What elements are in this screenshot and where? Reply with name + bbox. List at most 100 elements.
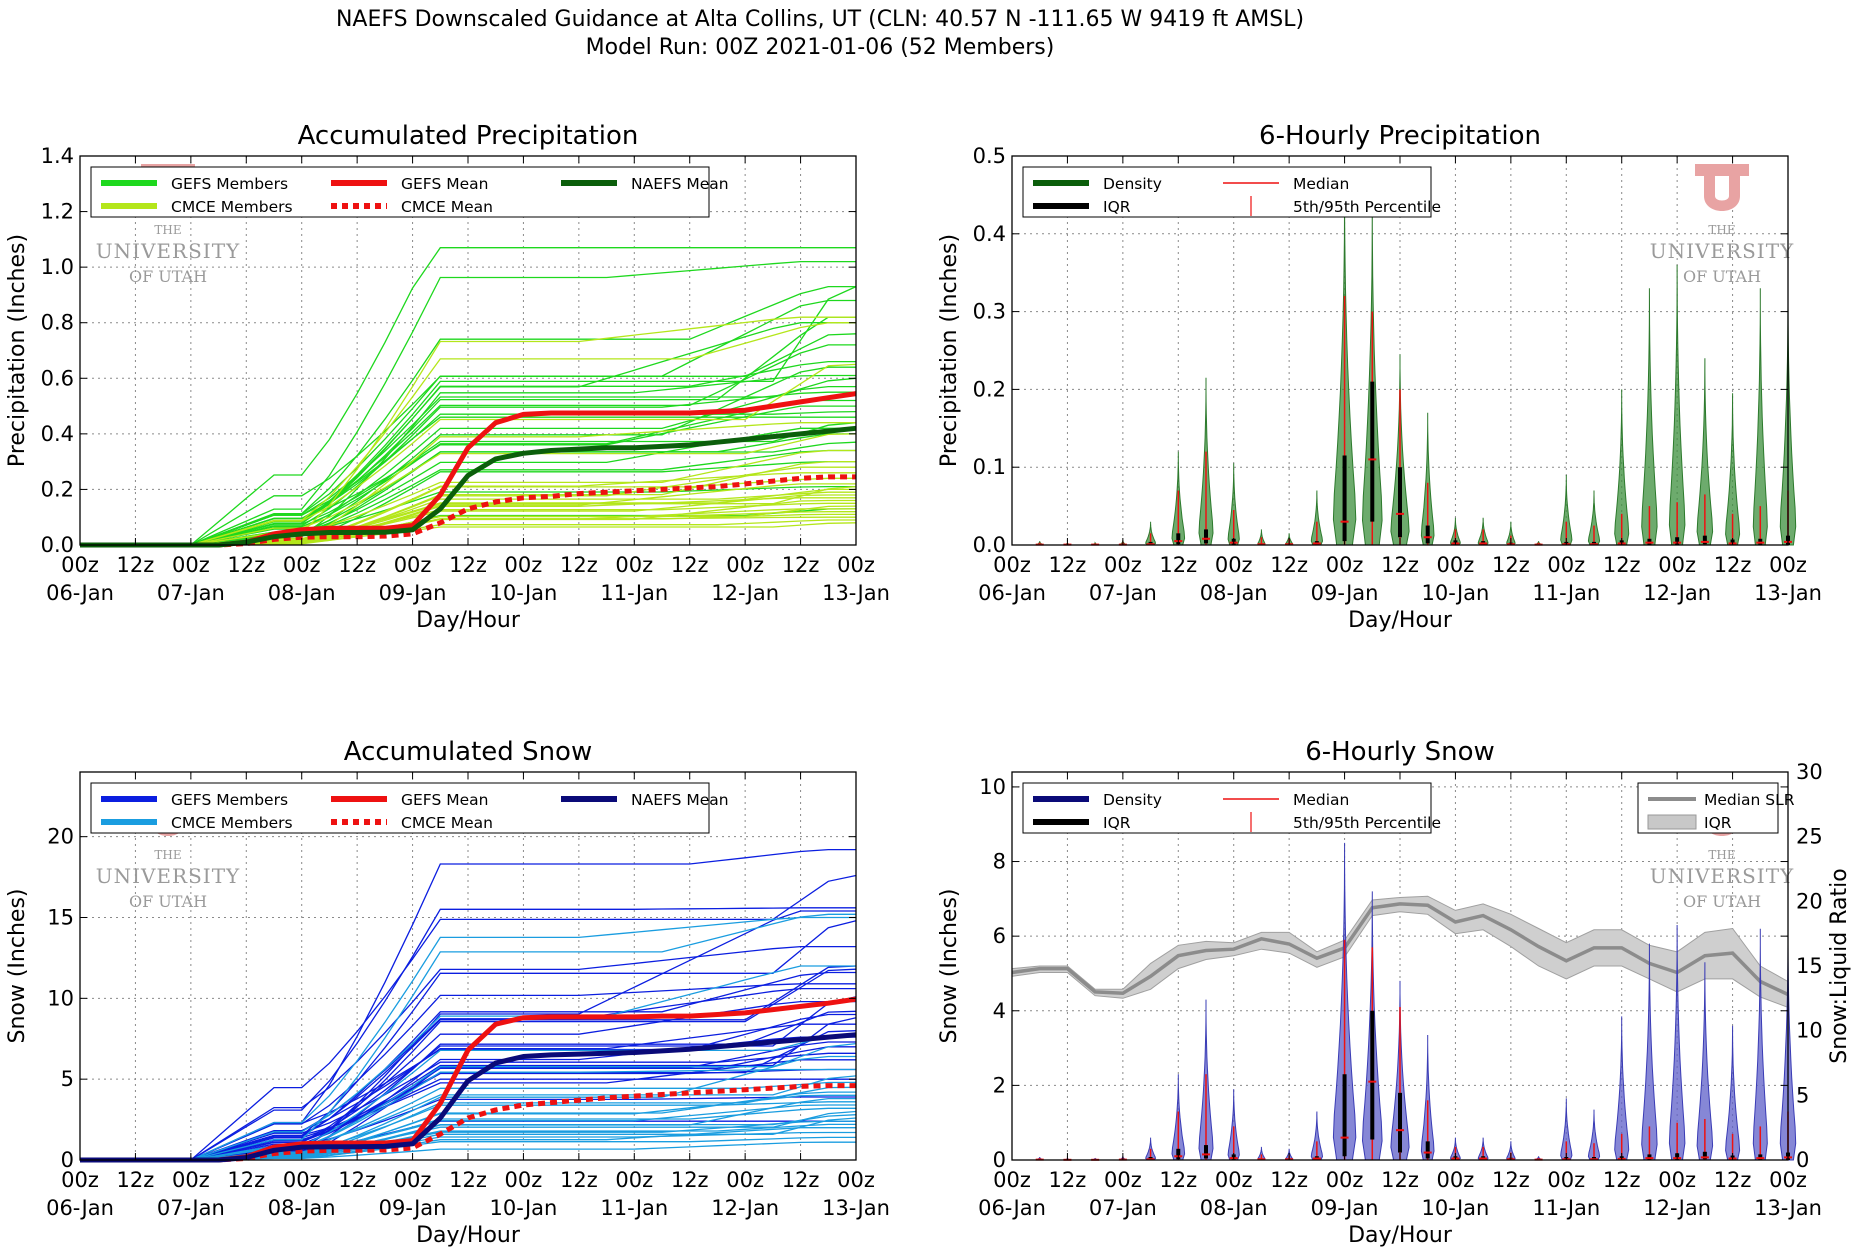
x-tick-label-hour: 00z bbox=[61, 553, 99, 577]
x-tick-label-hour: 12z bbox=[560, 1168, 598, 1192]
x-tick-label-hour: 12z bbox=[782, 1168, 820, 1192]
x-tick-label-hour: 00z bbox=[1215, 1168, 1253, 1192]
violin-density bbox=[1587, 1109, 1601, 1161]
violin-density bbox=[1614, 1016, 1630, 1161]
y-tick-label: 0 bbox=[993, 1148, 1006, 1172]
violin bbox=[1587, 1109, 1601, 1161]
legend-label: GEFS Members bbox=[171, 175, 288, 193]
x-tick-label-day: 11-Jan bbox=[600, 1196, 668, 1220]
violin bbox=[1752, 288, 1768, 546]
violin bbox=[1641, 943, 1658, 1161]
y-tick-label: 0.0 bbox=[41, 533, 74, 557]
x-tick-label-hour: 00z bbox=[283, 553, 321, 577]
violin bbox=[1614, 389, 1630, 546]
y-tick-label: 0 bbox=[61, 1148, 74, 1172]
x-tick-label-day: 06-Jan bbox=[46, 581, 114, 605]
panel-title: 6-Hourly Snow bbox=[1305, 737, 1495, 767]
x-tick-label-hour: 12z bbox=[1381, 1168, 1419, 1192]
legend-entry: GEFS Members bbox=[101, 175, 288, 193]
legend-entry: GEFS Mean bbox=[331, 175, 488, 193]
legend-label: 5th/95th Percentile bbox=[1293, 814, 1441, 832]
y-tick-label: 15 bbox=[47, 906, 74, 930]
x-tick-label-day: 10-Jan bbox=[490, 1196, 558, 1220]
violin bbox=[1145, 1137, 1157, 1161]
violin bbox=[1560, 1098, 1573, 1161]
violin bbox=[1257, 1146, 1266, 1161]
y-tick-label: 1.2 bbox=[41, 200, 74, 224]
violin bbox=[1614, 1016, 1630, 1161]
violin-density bbox=[1257, 529, 1266, 546]
y-tick-label: 0.5 bbox=[973, 144, 1006, 168]
cmce-member-line bbox=[80, 916, 856, 1161]
gefs-member-line bbox=[80, 416, 856, 546]
legend-entry: Density bbox=[1033, 175, 1162, 193]
violin bbox=[1310, 490, 1324, 546]
violin-density bbox=[1310, 490, 1324, 546]
suptitle-line1: NAEFS Downscaled Guidance at Alta Collin… bbox=[336, 7, 1304, 32]
panel-title: 6-Hourly Precipitation bbox=[1259, 121, 1541, 151]
violin bbox=[1257, 529, 1266, 546]
logo-text-utah: OF UTAH bbox=[1683, 267, 1761, 286]
gefs-member-line bbox=[80, 1052, 856, 1161]
y-tick-label: 1.0 bbox=[41, 255, 74, 279]
y-tick-label: 0.1 bbox=[973, 455, 1006, 479]
x-tick-label-hour: 00z bbox=[1437, 1168, 1475, 1192]
x-tick-label-hour: 00z bbox=[726, 1168, 764, 1192]
x-axis-label: Day/Hour bbox=[416, 1223, 521, 1248]
x-tick-label-day: 12-Jan bbox=[711, 1196, 779, 1220]
legend-entry: 5th/95th Percentile bbox=[1250, 196, 1441, 216]
legend: GEFS Members CMCE Members GEFS Mean CMCE Me… bbox=[90, 166, 729, 218]
violin-density bbox=[1227, 1089, 1240, 1161]
x-tick-label-hour: 12z bbox=[671, 1168, 709, 1192]
legend-entry: NAEFS Mean bbox=[561, 791, 729, 809]
x-tick-label-day: 12-Jan bbox=[1643, 581, 1711, 605]
x-tick-label-day: 07-Jan bbox=[1089, 1196, 1157, 1220]
cmce-member-line bbox=[80, 449, 856, 546]
violin bbox=[1227, 1089, 1240, 1161]
x-tick-label-hour: 00z bbox=[837, 553, 875, 577]
x-tick-label-day: 06-Jan bbox=[978, 1196, 1046, 1220]
legend-entry: NAEFS Mean bbox=[561, 175, 729, 193]
legend-label: IQR bbox=[1103, 198, 1131, 216]
y-ticks: 0 2 4 6 8 10 bbox=[979, 775, 1788, 1172]
x-tick-label-day: 08-Jan bbox=[1200, 1196, 1268, 1220]
violin-density bbox=[1420, 1035, 1435, 1161]
violin-density bbox=[1668, 924, 1686, 1161]
legend-label: Median SLR bbox=[1704, 791, 1795, 809]
violin bbox=[1696, 358, 1714, 546]
y-tick-label: 0.4 bbox=[41, 422, 74, 446]
cmce-member-line bbox=[80, 363, 857, 546]
x-tick-label-hour: 12z bbox=[1270, 553, 1308, 577]
x-tick-label-day: 11-Jan bbox=[600, 581, 668, 605]
x-tick-label-hour: 12z bbox=[227, 1168, 265, 1192]
right-y-tick-label: 5 bbox=[1796, 1083, 1809, 1107]
violin-density bbox=[1696, 962, 1714, 1161]
legend-label: Density bbox=[1103, 175, 1162, 193]
legend-entry: Median SLR bbox=[1648, 791, 1795, 809]
legend: GEFS Members CMCE Members GEFS Mean CMCE Me… bbox=[90, 782, 729, 834]
violin-density bbox=[1725, 393, 1741, 546]
legend-label: CMCE Members bbox=[171, 198, 293, 216]
legend-label: GEFS Members bbox=[171, 791, 288, 809]
gefs-member-line bbox=[80, 945, 856, 1161]
violin-density bbox=[1641, 288, 1658, 546]
x-tick-label-hour: 12z bbox=[782, 553, 820, 577]
x-tick-label-hour: 00z bbox=[1547, 1168, 1585, 1192]
x-tick-label-hour: 12z bbox=[1714, 553, 1752, 577]
x-tick-label-day: 13-Jan bbox=[822, 581, 890, 605]
x-tick-label-hour: 00z bbox=[1215, 553, 1253, 577]
x-tick-label-hour: 12z bbox=[1603, 1168, 1641, 1192]
gefs-member-line bbox=[80, 333, 857, 546]
legend-entry: 5th/95th Percentile bbox=[1250, 812, 1441, 832]
right-y-tick-label: 0 bbox=[1796, 1148, 1809, 1172]
legend-entry: IQR bbox=[1033, 198, 1131, 216]
x-tick-label-day: 13-Jan bbox=[1754, 581, 1822, 605]
x-tick-label-day: 13-Jan bbox=[1754, 1196, 1822, 1220]
x-tick-label-hour: 00z bbox=[1104, 1168, 1142, 1192]
x-tick-label-hour: 12z bbox=[117, 553, 155, 577]
violin bbox=[1477, 517, 1489, 546]
